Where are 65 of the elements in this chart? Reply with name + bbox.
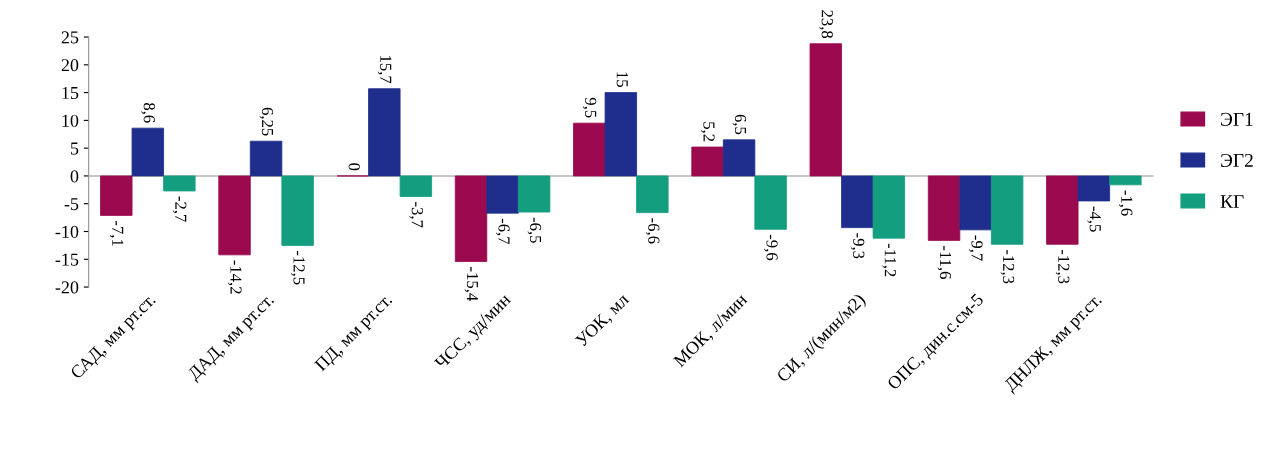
- y-tick-label: -10: [55, 225, 79, 238]
- data-label: -12,3: [1000, 249, 1015, 284]
- data-label: -9,3: [850, 233, 865, 259]
- bar: [486, 175, 519, 214]
- y-tick-label: 20: [61, 59, 79, 72]
- bar: [754, 175, 787, 230]
- data-label: 6,25: [259, 107, 274, 136]
- data-label: -6,7: [496, 218, 510, 245]
- y-tick-label: -5: [64, 198, 79, 211]
- bar: [872, 175, 906, 239]
- bar: [249, 140, 283, 177]
- bar: [517, 175, 551, 213]
- data-label: 9,5: [582, 97, 597, 118]
- data-label: 0: [348, 163, 360, 171]
- data-label: 6,5: [732, 114, 747, 135]
- data-label: -11,2: [882, 243, 896, 277]
- data-label: -2,7: [172, 196, 187, 222]
- data-label: -3,7: [409, 202, 423, 228]
- y-tick-label: 15: [62, 86, 79, 100]
- bar: [573, 122, 606, 177]
- y-tick-label: -15: [55, 253, 79, 266]
- bar: [1046, 175, 1079, 245]
- y-tick-label: 25: [61, 31, 79, 44]
- data-label: -7,1: [109, 221, 124, 246]
- bar: [454, 175, 488, 262]
- bar: [163, 175, 196, 192]
- bar: [399, 175, 433, 197]
- data-label: 5,2: [700, 122, 715, 142]
- bar: [218, 175, 251, 256]
- y-tick-label: 0: [70, 170, 79, 183]
- bar: [604, 92, 638, 177]
- data-label: 8,6: [141, 102, 155, 123]
- bar: [959, 175, 992, 231]
- y-tick-label: -20: [55, 281, 79, 294]
- legend-label: ЭГ1: [1221, 112, 1253, 126]
- legend-label: КГ: [1220, 195, 1244, 208]
- bar: [722, 139, 756, 177]
- data-label: 15,7: [377, 56, 392, 84]
- bar: [100, 175, 133, 216]
- bar: [1077, 175, 1111, 202]
- bar: [281, 175, 314, 246]
- data-label: -9,6: [764, 234, 778, 261]
- data-label: -6,6: [645, 218, 660, 244]
- bar: [927, 175, 961, 241]
- bar: [841, 175, 874, 229]
- legend-label: ЭГ2: [1221, 153, 1253, 167]
- y-tick-label: 10: [62, 114, 79, 127]
- y-tick-label: 5: [70, 142, 79, 155]
- data-label: -14,2: [227, 260, 242, 294]
- data-label: -12,5: [291, 251, 305, 285]
- data-label: -9,7: [969, 235, 983, 261]
- bar: [990, 175, 1024, 245]
- data-label: -11,6: [937, 246, 952, 279]
- bar: [636, 175, 669, 214]
- data-label: 23,8: [819, 10, 833, 39]
- data-label: -4,5: [1087, 206, 1101, 232]
- data-label: -12,3: [1055, 249, 1070, 284]
- data-label: -1,6: [1118, 190, 1133, 216]
- bar: [1109, 175, 1142, 186]
- data-label: 15: [616, 72, 628, 87]
- bar: [131, 127, 164, 177]
- bar: [368, 88, 401, 177]
- bar: [691, 146, 724, 177]
- data-label: -6,5: [527, 217, 542, 243]
- bar: [809, 43, 842, 177]
